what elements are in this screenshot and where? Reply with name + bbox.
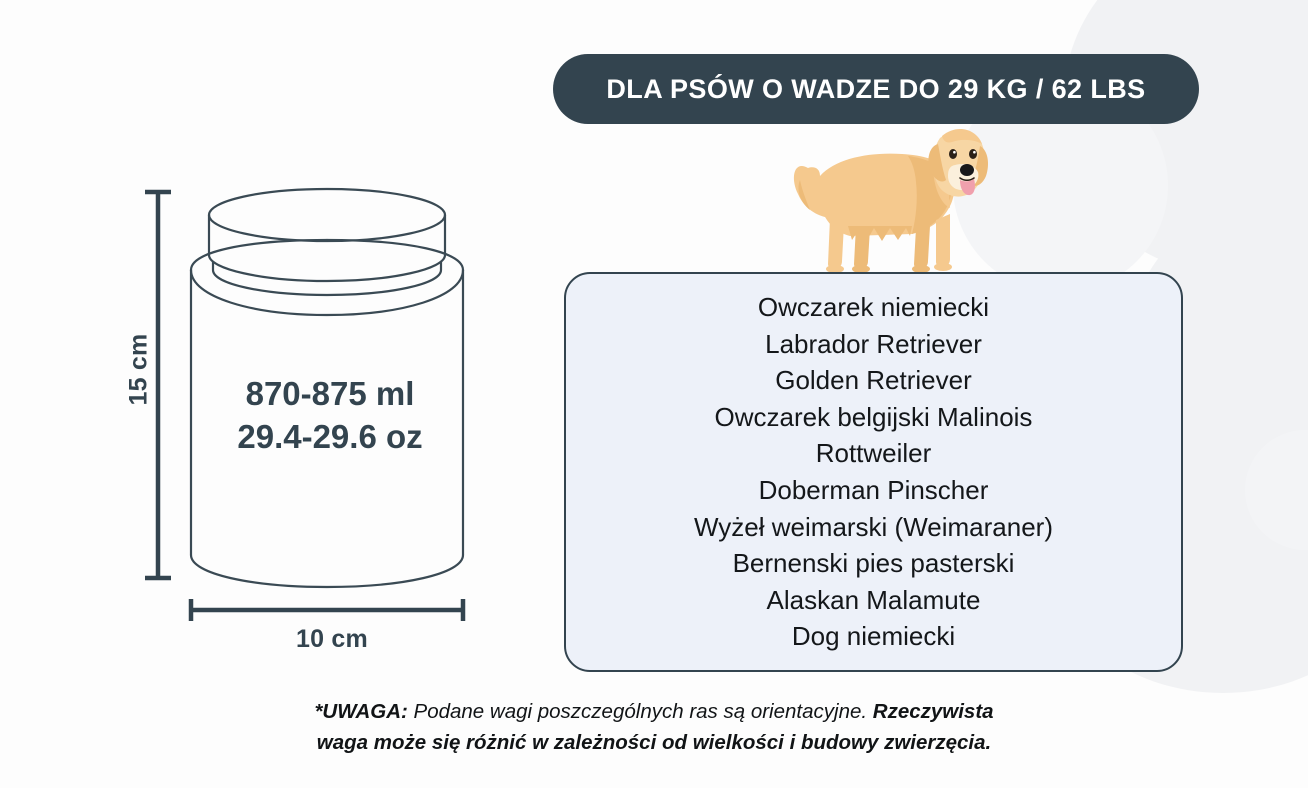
jar-volume-ml: 870-875 ml (245, 375, 415, 412)
breed-list-item: Doberman Pinscher (758, 475, 989, 505)
footnote: *UWAGA: Podane wagi poszczególnych ras s… (214, 696, 1094, 758)
breed-list-item: Owczarek belgijski Malinois (714, 401, 1033, 432)
jar-illustration (95, 170, 515, 670)
decor-circle (1245, 430, 1308, 550)
breed-list-item: Labrador Retriever (765, 328, 982, 359)
decor-circle (1063, 0, 1308, 270)
breed-list-item: Alaskan Malamute (766, 584, 981, 615)
jar-volume-label: 870-875 ml 29.4-29.6 oz (185, 372, 475, 458)
breed-list-item: Rottweiler (815, 438, 932, 469)
header-banner: DLA PSÓW O WADZE DO 29 KG / 62 LBS (553, 54, 1199, 124)
breed-list-item: Wyżeł weimarski (Weimaraner) (694, 511, 1053, 542)
banner-title: DLA PSÓW O WADZE DO 29 KG / 62 LBS (606, 73, 1146, 104)
jar-height-label: 15 cm (124, 333, 153, 406)
vertical-dimension-line (145, 189, 171, 581)
horizontal-dimension-line (188, 599, 466, 621)
golden-retriever-dog-icon (790, 108, 990, 276)
breed-list-item: Dog niemiecki (791, 621, 956, 652)
jar-volume-oz: 29.4-29.6 oz (237, 418, 423, 455)
footnote-line2: waga może się różnić w zależności od wie… (316, 731, 992, 754)
breed-list-box: Owczarek niemiecki Labrador Retriever Go… (564, 272, 1183, 672)
footnote-prefix: *UWAGA: (314, 700, 408, 723)
breed-list-item: Golden Retriever (775, 365, 972, 396)
breed-list-item: Owczarek niemiecki (757, 292, 990, 323)
footnote-body: Podane wagi poszczególnych ras są orient… (407, 700, 873, 723)
breed-list-item: Bernenski pies pasterski (732, 548, 1015, 579)
footnote-bold-tail: Rzeczywista (872, 700, 994, 723)
jar-width-label: 10 cm (296, 625, 368, 653)
